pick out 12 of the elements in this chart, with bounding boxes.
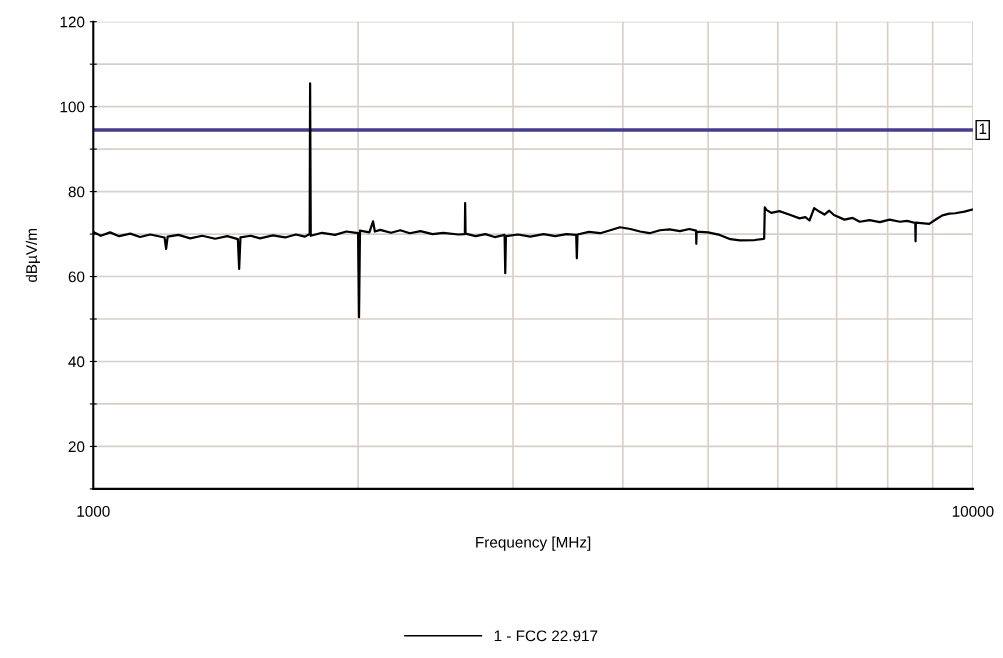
annotation: 1	[979, 123, 987, 134]
y-tick-label: 60	[68, 271, 85, 283]
y-tick-label: 20	[68, 441, 85, 453]
x-axis-title: Frequency [MHz]	[476, 536, 591, 551]
legend-label: 1 - FCC 22.917	[494, 630, 598, 642]
y-tick-label: 100	[60, 101, 85, 113]
y-axis-title: dBµV/m	[25, 228, 41, 282]
x-tick-label: 10000	[952, 505, 994, 517]
y-tick-label: 120	[60, 16, 85, 28]
x-tick-label: 1000	[77, 505, 110, 517]
y-tick-label: 80	[68, 186, 85, 198]
y-tick-label: 40	[68, 356, 85, 368]
